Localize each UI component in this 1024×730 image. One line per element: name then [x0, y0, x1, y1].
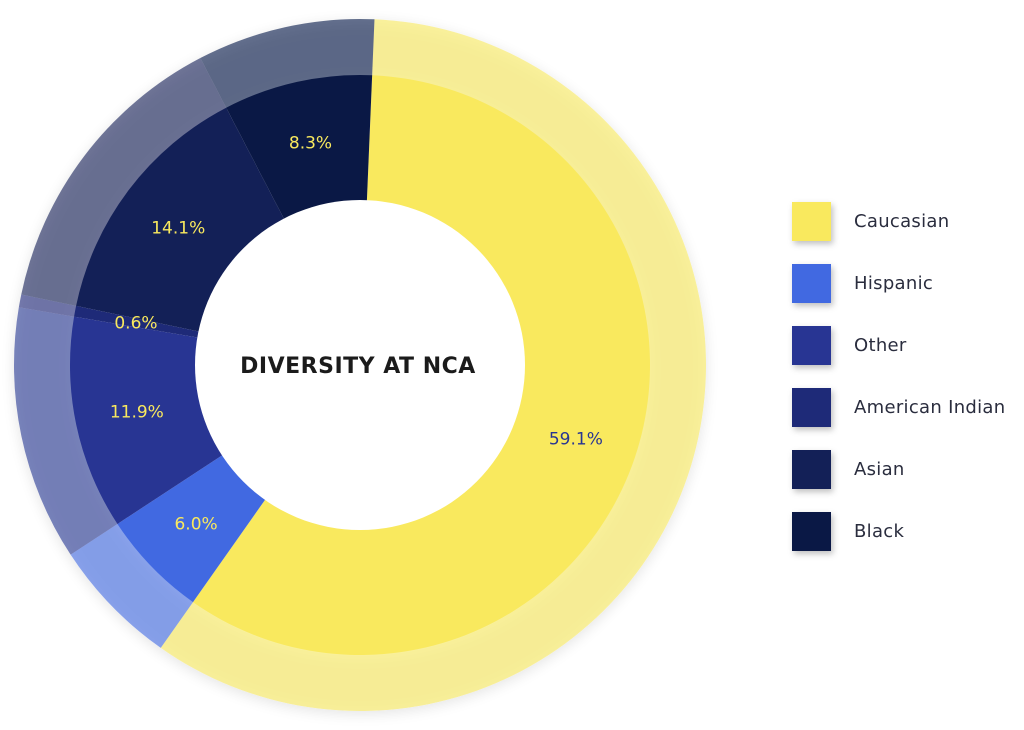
legend-swatch — [792, 449, 831, 489]
legend-swatch — [792, 263, 831, 303]
outer-slice-asian — [21, 58, 228, 307]
legend-label: Other — [854, 334, 907, 356]
slice-black — [226, 75, 373, 220]
outer-slice-black — [200, 19, 375, 110]
data-label-caucasian: 59.1% — [549, 429, 603, 449]
legend-item-asian: Asian — [792, 438, 1005, 500]
legend-item-caucasian: Caucasian — [792, 190, 1005, 252]
inner-ring — [69, 75, 651, 655]
slice-hispanic — [117, 454, 266, 603]
legend-label: Caucasian — [854, 210, 950, 232]
chart-title: DIVERSITY AT NCA — [240, 354, 476, 379]
legend-swatch — [792, 201, 831, 241]
donut-chart: DIVERSITY AT NCA 59.1% 6.0% 11.9% 0.6% 14.1%… — [13, 19, 707, 711]
data-label-asian: 14.1% — [151, 218, 205, 238]
slice-caucasian — [193, 75, 651, 655]
outer-ring — [13, 19, 707, 711]
legend-item-american-indian: American Indian — [792, 376, 1005, 438]
legend-item-black: Black — [792, 500, 1005, 562]
data-label-american-indian: 0.6% — [114, 314, 157, 334]
legend-swatch — [792, 325, 831, 365]
data-label-hispanic: 6.0% — [174, 514, 217, 534]
center-hole — [195, 200, 525, 530]
legend-label: Hispanic — [854, 272, 934, 294]
legend-item-other: Other — [792, 314, 1005, 376]
legend-label: Black — [854, 520, 905, 542]
slice-other — [69, 316, 223, 524]
outer-slice-other — [13, 307, 120, 555]
legend: Caucasian Hispanic Other American Indian Asi… — [792, 190, 1005, 562]
legend-label: American Indian — [854, 396, 1006, 418]
outer-slice-american-indian — [18, 294, 79, 317]
legend-label: Asian — [854, 458, 905, 480]
slice-asian — [76, 107, 285, 332]
data-label-other: 11.9% — [110, 403, 164, 423]
outer-slice-caucasian — [160, 19, 707, 711]
outer-slice-hispanic — [70, 522, 195, 648]
legend-item-hispanic: Hispanic — [792, 252, 1005, 314]
legend-swatch — [792, 511, 831, 551]
legend-swatch — [792, 387, 831, 427]
data-label-black: 8.3% — [289, 133, 332, 153]
slice-american-indian — [74, 305, 200, 338]
